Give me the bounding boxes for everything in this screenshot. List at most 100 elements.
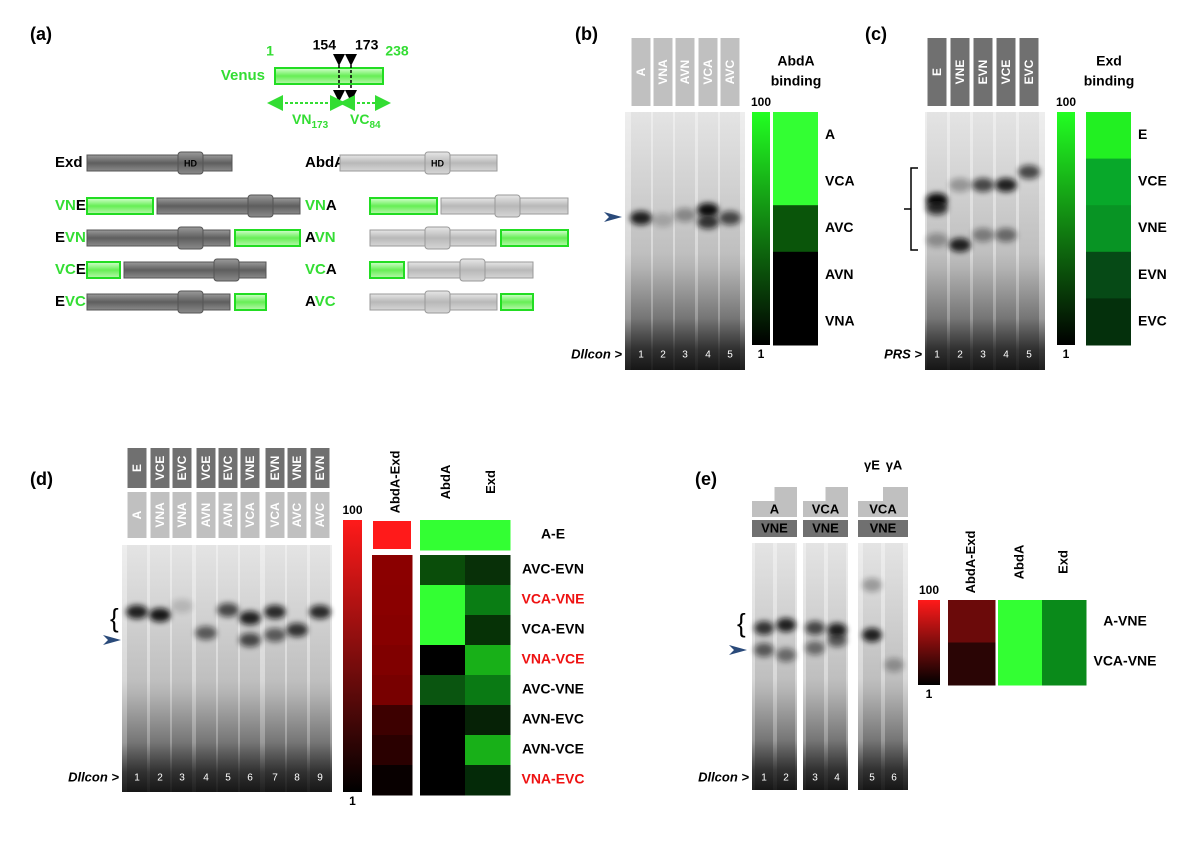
scale-max: 100 (919, 583, 939, 597)
lane-box (774, 487, 797, 501)
homeodomain (459, 258, 486, 282)
heatmap-cell (465, 675, 511, 706)
lane-label: VCE (999, 60, 1013, 85)
heatmap-cell (465, 585, 511, 616)
probe-label: PRS > (884, 346, 922, 361)
split-right: 173 (355, 37, 379, 53)
venus-start: 1 (266, 43, 274, 59)
heatmap-row-label: VNE (1138, 219, 1167, 235)
heatmap-row-label: EVC (1138, 312, 1167, 328)
heatmap-row-label: AVC-EVN (522, 561, 584, 577)
gel-lane (127, 545, 147, 792)
gel-band (754, 621, 774, 635)
gel-band (776, 648, 796, 662)
heatmap-cell (1042, 642, 1087, 686)
heatmap-title: Exd (1096, 53, 1122, 69)
heatmap-cell (372, 520, 413, 551)
gel-band (776, 618, 796, 632)
gel-lane (240, 545, 260, 792)
heatmap-row-label: VCA (825, 173, 855, 189)
construct-part: VN (315, 229, 336, 246)
lane-label: VNE (761, 520, 788, 535)
gel-band (630, 211, 652, 225)
brace: { (737, 608, 746, 638)
protein-bar (86, 229, 231, 247)
heatmap-row-label: VCA-VNE (1093, 653, 1156, 669)
lane-box (825, 487, 848, 501)
gel-band (754, 643, 774, 657)
heatmap-cell (420, 675, 466, 706)
heatmap-cell (372, 645, 413, 676)
gel-band (926, 201, 948, 215)
lane-box (150, 448, 170, 488)
lane-box (196, 492, 216, 538)
lane-box (310, 448, 330, 488)
heatmap-cell (465, 765, 511, 796)
construct-part: E (55, 229, 65, 246)
panel-label: (d) (30, 469, 53, 489)
gel-band (149, 608, 171, 622)
gel-lane (196, 545, 216, 792)
gel-band (697, 215, 719, 229)
gel-band (805, 621, 825, 635)
homeodomain (213, 258, 240, 282)
lane-label: EVN (313, 456, 327, 481)
lane-number: 8 (294, 773, 300, 784)
lane-number: 4 (834, 773, 840, 784)
construct-part: VN (55, 197, 76, 214)
gel-band (949, 178, 971, 192)
protein-name: Exd (55, 154, 83, 171)
lane-box (653, 38, 673, 106)
gel-lane (631, 112, 651, 370)
lane-label: A (770, 501, 780, 516)
gel-lane (698, 112, 718, 370)
lane-number: 4 (203, 773, 209, 784)
protein-bar (156, 197, 301, 215)
lane-label: E (930, 68, 944, 76)
probe-label: Dllcon > (68, 769, 119, 784)
heatmap-cell (773, 251, 818, 299)
heatmap-row-label: AVC (825, 219, 854, 235)
venus-end: 238 (385, 43, 409, 59)
scale-min: 1 (758, 347, 765, 361)
brace: { (110, 603, 119, 633)
vc-size: 84 (369, 120, 381, 131)
heatmap-cell (420, 735, 466, 766)
column-label: Exd (1055, 550, 1070, 574)
gel-band (239, 611, 261, 625)
protein-bar (123, 261, 267, 279)
gel-band (217, 603, 239, 617)
gel-band (264, 605, 286, 619)
column-label: AbdA (438, 464, 453, 499)
heatmap-title: binding (771, 73, 822, 89)
lane-label: VNA (153, 502, 167, 528)
lane-label: E (130, 464, 144, 472)
lane-box (752, 520, 797, 537)
construct-part: VC (65, 293, 86, 310)
heatmap-cell (773, 112, 818, 160)
gel-band (674, 208, 696, 222)
gel-lane (1019, 112, 1039, 370)
gel-band (926, 233, 948, 247)
heatmap-cell (1042, 600, 1087, 643)
construct-name: EVN (55, 229, 86, 246)
lane-label: VNE (870, 520, 897, 535)
lane-number: 1 (934, 350, 940, 361)
lane-number: 3 (179, 773, 185, 784)
heatmap-cell (1086, 298, 1131, 346)
heatmap-cell (420, 615, 466, 646)
lane-box (310, 492, 330, 538)
lane-label: EVN (976, 60, 990, 85)
gel-band (995, 178, 1017, 192)
gel-lane (653, 112, 673, 370)
scale-max: 100 (751, 95, 771, 109)
venus-fragment (500, 293, 534, 311)
venus-bar (274, 67, 384, 85)
band-arrow (729, 645, 747, 655)
heatmap-cell (1086, 158, 1131, 206)
lane-number: 4 (705, 350, 711, 361)
venus-fragment (86, 261, 121, 279)
construct-part: E (76, 197, 86, 214)
protein-name: AbdA (305, 154, 345, 171)
